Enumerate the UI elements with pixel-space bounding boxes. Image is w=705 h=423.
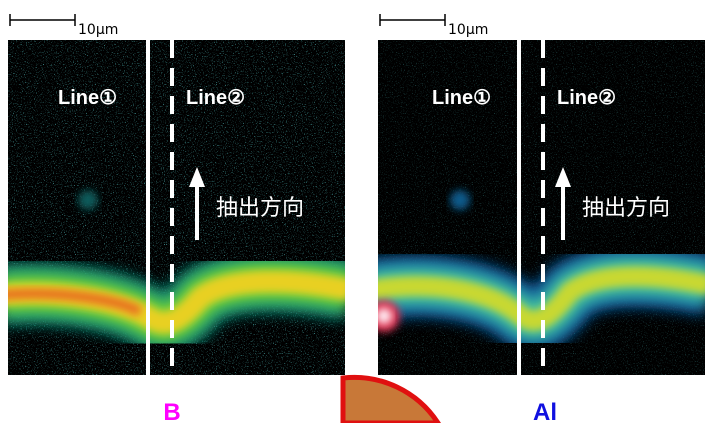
scale-bar xyxy=(10,14,75,26)
line-label: Line② xyxy=(557,87,616,109)
scale-label: 10μm xyxy=(448,22,488,38)
element-label: B xyxy=(163,399,180,423)
line-label: Line① xyxy=(58,87,117,109)
decoration xyxy=(343,377,438,423)
scale-bar xyxy=(380,14,445,26)
scale-label: 10μm xyxy=(78,22,118,38)
line-label: Line② xyxy=(186,87,245,109)
direction-label: 抽出方向 xyxy=(582,196,670,221)
element-label: Al xyxy=(533,399,557,423)
figure: Line① Line② 抽出方向 10μm B Line① Line② 抽出方向… xyxy=(0,0,705,423)
line-label: Line① xyxy=(432,87,491,109)
direction-label: 抽出方向 xyxy=(216,196,304,221)
